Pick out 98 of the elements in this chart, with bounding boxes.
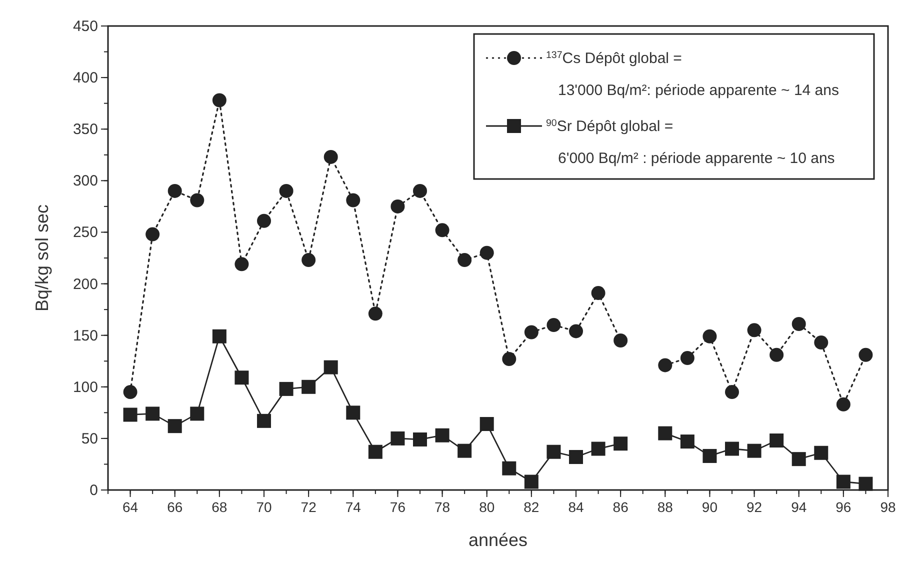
y-tick-label: 200 [72, 276, 98, 293]
point [502, 352, 516, 366]
point [770, 434, 784, 448]
x-tick-label: 94 [791, 499, 807, 515]
x-tick-label: 72 [300, 499, 317, 515]
point [524, 474, 538, 489]
point [614, 333, 628, 348]
point [413, 184, 427, 198]
x-tick-label: 68 [212, 499, 228, 515]
y-tick-label: 0 [90, 482, 98, 499]
point [146, 227, 160, 242]
point [302, 253, 316, 268]
point [524, 325, 538, 340]
point [390, 199, 405, 214]
y-tick-label: 450 [72, 18, 98, 35]
x-tick-label: 82 [524, 499, 540, 515]
point [257, 414, 271, 428]
point [123, 385, 138, 400]
y-tick-label: 100 [72, 378, 98, 396]
point [836, 397, 850, 412]
point [234, 257, 249, 272]
x-tick-label: 90 [702, 499, 718, 515]
point [435, 223, 450, 238]
point [680, 351, 694, 366]
point [814, 446, 828, 460]
x-tick-label: 98 [880, 499, 896, 515]
point [168, 184, 182, 198]
point [770, 348, 784, 362]
point [614, 436, 628, 451]
point [212, 329, 226, 344]
point [569, 324, 583, 338]
point [212, 93, 226, 108]
point [814, 336, 828, 350]
legend-label: $^{90}$Sr Dépôt global = 6'000 Bq/m² : période apparente ~ 10 ans [546, 118, 835, 167]
point [257, 214, 271, 228]
point [546, 318, 561, 332]
x-tick-label: 78 [434, 499, 450, 515]
y-tick-label: 300 [72, 172, 98, 190]
point [368, 444, 382, 459]
point [858, 476, 873, 491]
y-tick-label: 250 [72, 224, 98, 242]
point [836, 474, 850, 489]
point [190, 406, 204, 421]
point [747, 323, 762, 338]
y-tick-label: 50 [81, 430, 98, 448]
x-tick-label: 92 [746, 499, 762, 515]
point [480, 246, 494, 260]
point [346, 193, 360, 208]
point [279, 184, 294, 198]
x-tick-label: 64 [122, 499, 138, 515]
point [725, 442, 739, 456]
point [458, 253, 472, 268]
point [792, 452, 806, 466]
x-axis-title: années [468, 530, 528, 550]
point [279, 382, 294, 396]
x-tick-label: 74 [345, 499, 362, 515]
point [324, 360, 338, 374]
point [458, 444, 472, 458]
point [858, 348, 873, 362]
point [123, 408, 138, 422]
point [569, 450, 583, 464]
y-tick-label: 350 [72, 121, 98, 138]
point [324, 150, 338, 164]
point [480, 417, 494, 432]
x-tick-label: 80 [479, 499, 495, 515]
legend-label: $^{137}$Cs Dépôt global = 13'000 Bq/m²: période apparente ~ 14 ans [546, 50, 839, 99]
point [680, 434, 694, 449]
point [591, 442, 606, 456]
point [168, 419, 182, 434]
point [413, 432, 427, 446]
x-tick-label: 86 [612, 499, 629, 515]
point [435, 428, 450, 442]
point [190, 193, 204, 208]
point [502, 461, 516, 476]
x-tick-label: 76 [390, 499, 406, 515]
point [546, 444, 561, 459]
point [390, 431, 405, 446]
x-tick-label: 88 [657, 499, 674, 515]
point [591, 286, 606, 300]
point [234, 370, 249, 385]
point [658, 426, 672, 440]
point [702, 448, 717, 463]
point [368, 306, 382, 321]
y-tick-label: 150 [72, 327, 98, 344]
x-tick-label: 96 [836, 499, 852, 515]
point [146, 406, 160, 421]
point [302, 380, 316, 394]
y-tick-label: 400 [72, 70, 98, 87]
x-tick-label: 84 [568, 499, 584, 515]
y-axis-title: Bq/kg sol sec [32, 204, 52, 312]
point [725, 385, 739, 400]
x-tick-label: 70 [256, 499, 272, 515]
point [658, 358, 672, 372]
point [702, 329, 717, 344]
point [747, 444, 762, 458]
point [346, 406, 360, 420]
x-tick-label: 66 [167, 499, 183, 515]
point [792, 316, 806, 331]
